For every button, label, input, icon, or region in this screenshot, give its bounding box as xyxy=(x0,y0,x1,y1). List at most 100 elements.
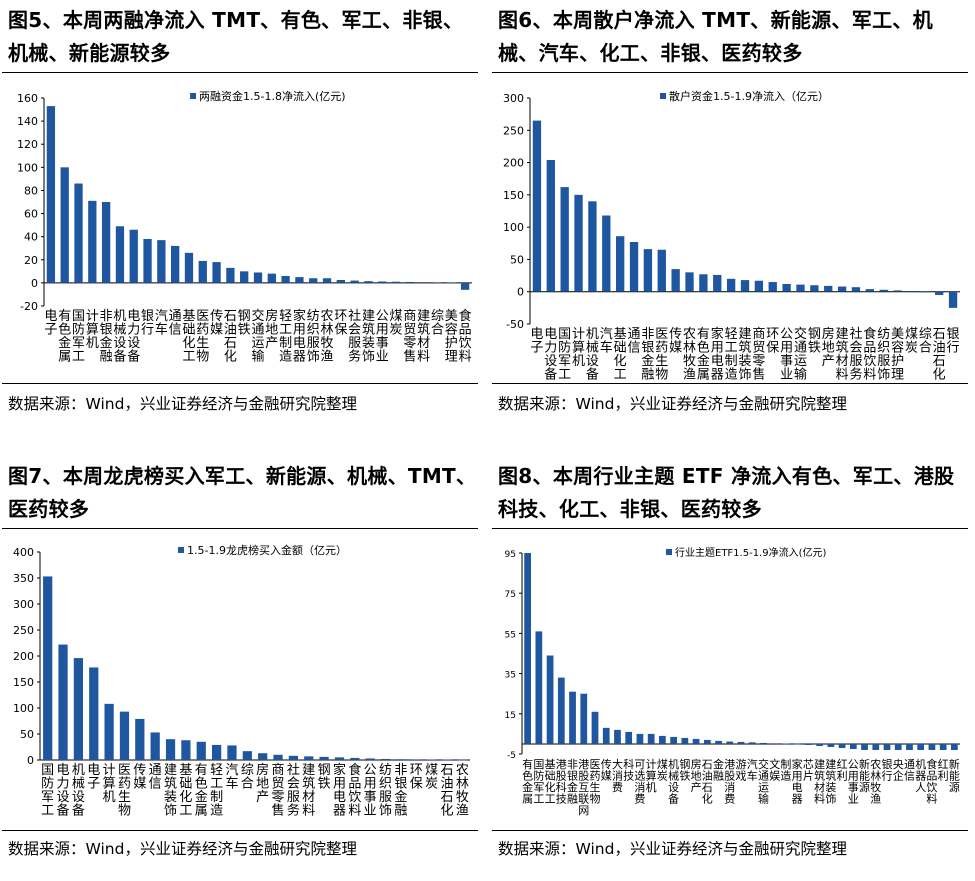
x-tick-label: 机器人 xyxy=(915,757,926,794)
bar xyxy=(546,159,555,292)
y-tick-label: 95 xyxy=(505,550,516,560)
source-rule xyxy=(2,383,478,384)
x-tick-label: 轻工制造 xyxy=(725,327,738,383)
x-tick-label: 商贸零售 xyxy=(403,309,416,365)
bar xyxy=(883,743,891,750)
bar xyxy=(580,693,588,744)
x-tick-label: 计算机 xyxy=(572,327,585,369)
bar xyxy=(227,745,237,760)
x-tick-label: 通信 xyxy=(904,758,915,783)
bar xyxy=(157,240,166,283)
bar xyxy=(364,281,373,283)
y-tick-label: 50 xyxy=(20,728,34,741)
x-tick-label: 建筑材料 xyxy=(417,309,430,365)
bar xyxy=(771,743,779,744)
x-tick-label: 汽车 xyxy=(155,309,168,338)
bar xyxy=(258,753,268,760)
y-tick-label: 150 xyxy=(13,676,34,689)
y-tick-label: 100 xyxy=(503,221,524,234)
x-tick-label: 计算机 xyxy=(646,758,657,794)
x-tick-label: 港股互联网 xyxy=(578,758,589,817)
bar xyxy=(532,120,542,292)
y-tick-label: 250 xyxy=(503,124,524,137)
x-tick-label: 公用事业 xyxy=(364,763,377,819)
legend-label: 两融资金1.5-1.8净流入(亿元) xyxy=(199,89,346,103)
bar xyxy=(115,226,125,283)
title-rule xyxy=(492,72,968,73)
bar xyxy=(588,201,597,292)
x-tick-label: 有色金属 xyxy=(697,327,710,383)
bar xyxy=(104,703,114,760)
x-tick-label: 美容护理 xyxy=(891,327,904,383)
x-tick-label: 通信 xyxy=(169,309,182,338)
x-tick-label: 银行 xyxy=(141,309,154,338)
bar xyxy=(334,757,345,760)
bar xyxy=(378,281,387,283)
bar xyxy=(396,759,406,760)
bar xyxy=(460,282,470,290)
bar xyxy=(89,667,99,760)
y-tick-label: 0 xyxy=(517,286,524,299)
x-tick-label: 可选消费 xyxy=(634,758,645,806)
y-tick-label: -20 xyxy=(20,300,38,313)
x-tick-label: 建筑材料 xyxy=(302,763,315,819)
bar xyxy=(906,743,913,750)
bar xyxy=(879,289,888,292)
x-tick-label: 电子 xyxy=(530,327,543,356)
x-tick-label: 国防军工 xyxy=(558,327,571,383)
y-tick-label: 40 xyxy=(24,231,38,244)
bar xyxy=(143,238,152,283)
x-tick-label: 电子 xyxy=(87,763,100,792)
x-tick-label: 公用事业 xyxy=(376,309,389,365)
bar xyxy=(319,756,329,760)
bar xyxy=(336,280,345,283)
figure-title: 图7、本周龙虎榜买入军工、新能源、机械、TMT、医药较多 xyxy=(8,464,477,521)
x-tick-label: 煤炭 xyxy=(905,327,918,356)
x-tick-label: 机械设备 xyxy=(586,327,599,383)
y-tick-label: 15 xyxy=(505,711,516,721)
bar xyxy=(135,718,145,760)
x-tick-label: 纺织服饰 xyxy=(307,309,320,365)
y-tick-label: 0 xyxy=(27,754,34,767)
bar xyxy=(60,167,69,283)
x-tick-label: 建筑装饰 xyxy=(825,757,836,806)
title-rule xyxy=(492,528,968,529)
x-tick-label: 银行 xyxy=(882,757,893,783)
x-tick-label: 食品饮料 xyxy=(348,762,361,819)
x-tick-label: 非银金融 xyxy=(100,309,113,365)
x-tick-label: 基础化工 xyxy=(545,758,556,806)
x-tick-label: 机械设备 xyxy=(668,757,679,806)
y-tick-label: 300 xyxy=(503,92,524,105)
figure-title: 图8、本周行业主题 ETF 净流入有色、军工、港股科技、化工、非银、医药较多 xyxy=(498,464,955,521)
legend-swatch xyxy=(190,93,196,99)
x-tick-label: 央企 xyxy=(893,758,904,783)
panel-fig5: 图5、本周两融净流入 TMT、有色、军工、非银、机械、新能源较多 -20 0 20 4… xyxy=(0,0,480,425)
y-tick-label: 200 xyxy=(13,650,34,663)
x-tick-label: 纺织服饰 xyxy=(877,327,890,383)
y-tick-label: 400 xyxy=(13,546,34,559)
bar xyxy=(602,727,610,744)
bar xyxy=(685,272,694,292)
bar xyxy=(304,756,314,760)
bar xyxy=(782,283,791,292)
bar xyxy=(240,271,249,283)
bar xyxy=(150,732,160,760)
bar xyxy=(740,280,750,292)
x-tick-label: 石油石化 xyxy=(440,763,453,819)
bar xyxy=(546,655,554,744)
x-tick-label: 交通运输 xyxy=(758,757,769,806)
bar xyxy=(411,759,421,760)
bar xyxy=(267,273,276,283)
source-rule xyxy=(492,383,968,384)
x-tick-label: 综合 xyxy=(919,327,932,356)
x-tick-label: 农林牧渔 xyxy=(456,763,469,819)
bar xyxy=(73,658,83,760)
x-tick-label: 国防军工 xyxy=(72,309,85,365)
bar xyxy=(748,742,756,744)
x-tick-label: 医药生物 xyxy=(196,309,209,365)
bar xyxy=(951,743,958,750)
bar xyxy=(737,741,745,744)
bar xyxy=(616,236,625,292)
x-tick-label: 建筑装饰 xyxy=(362,309,375,365)
x-tick-label: 建筑材料 xyxy=(836,327,849,383)
